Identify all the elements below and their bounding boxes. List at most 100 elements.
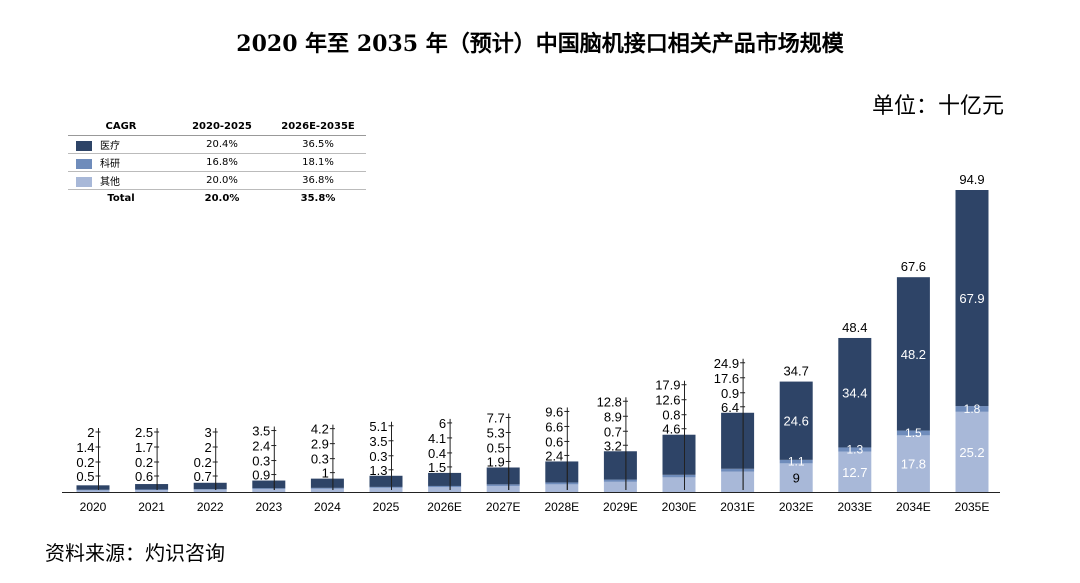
value-label-research: 0.3 xyxy=(311,452,329,467)
x-tick-label: 2023 xyxy=(255,500,282,514)
x-tick-label: 2032E xyxy=(779,500,814,514)
bar-other-2024 xyxy=(310,488,344,492)
bar-medical-2028E xyxy=(545,461,579,483)
bar-other-2026E xyxy=(428,487,462,492)
bar-other-2022 xyxy=(193,489,227,492)
x-tick-label: 2033E xyxy=(837,500,872,514)
value-label-medical: 2.4 xyxy=(252,439,270,454)
value-label-medical: 3.5 xyxy=(369,434,387,449)
total-label: 3.5 xyxy=(252,424,270,439)
bar-medical-2026E xyxy=(428,472,462,486)
total-label: 34.7 xyxy=(784,364,809,379)
cagr-research-v2: 18.1% xyxy=(270,153,366,172)
x-tick-label: 2034E xyxy=(896,500,931,514)
bar-research-2024 xyxy=(310,487,344,489)
total-label: 24.9 xyxy=(714,356,739,371)
cagr-medical-v1: 20.4% xyxy=(174,135,270,154)
cagr-row-medical: 医疗 xyxy=(68,135,174,154)
total-label: 67.6 xyxy=(901,259,926,274)
bar-other-2033E xyxy=(838,451,872,492)
x-tick-label: 2031E xyxy=(720,500,755,514)
cagr-header-period2: 2026E-2035E xyxy=(270,118,366,136)
value-label-research: 0.3 xyxy=(252,454,270,469)
value-label-research: 0.6 xyxy=(545,434,563,449)
value-label-other: 1 xyxy=(322,466,329,481)
bar-research-2023 xyxy=(252,488,286,490)
cagr-header-label: CAGR xyxy=(68,118,174,136)
bar-research-2026E xyxy=(428,485,462,488)
bar-other-2020 xyxy=(76,490,110,492)
bar-research-2030E xyxy=(662,474,696,478)
bar-research-2032E xyxy=(779,459,813,464)
x-tick-label: 2020 xyxy=(80,500,107,514)
value-label-medical: 2.9 xyxy=(311,437,329,452)
total-label: 9.6 xyxy=(545,404,563,419)
bar-medical-2032E xyxy=(779,381,813,460)
source-note: 资料来源：灼识咨询 xyxy=(45,541,225,565)
value-label-other: 0.9 xyxy=(252,468,270,483)
value-label-research: 0.2 xyxy=(76,455,94,470)
chart-title: 2020 年至 2035 年（预计）中国脑机接口相关产品市场规模 xyxy=(236,31,844,57)
bar-research-2021 xyxy=(135,489,169,491)
total-label: 5.1 xyxy=(369,419,387,434)
bar-medical-2024 xyxy=(310,478,344,488)
bar-other-2035E xyxy=(955,411,989,492)
bar-other-2034E xyxy=(896,435,930,492)
value-label-medical: 2 xyxy=(204,440,211,455)
value-label-other: 4.6 xyxy=(662,422,680,437)
x-tick-label: 2024 xyxy=(314,500,341,514)
value-label-other: 1.3 xyxy=(369,463,387,478)
total-label: 3 xyxy=(204,425,211,440)
bar-other-2025 xyxy=(369,487,403,492)
bar-other-2032E xyxy=(779,463,813,492)
cagr-other-v1: 20.0% xyxy=(174,171,270,190)
cagr-total-v1: 20.0% xyxy=(204,193,240,204)
value-label-other: 0.5 xyxy=(76,469,94,484)
value-label-medical: 5.3 xyxy=(487,425,505,440)
value-label-research: 1.8 xyxy=(964,402,981,416)
bar-other-2030E xyxy=(662,477,696,492)
total-label: 48.4 xyxy=(842,320,867,335)
x-tick-label: 2021 xyxy=(138,500,165,514)
bar-medical-2029E xyxy=(603,451,637,480)
legend-swatch-medical xyxy=(76,141,92,151)
cagr-medical-v2: 36.5% xyxy=(270,135,366,154)
bar-medical-2031E xyxy=(721,412,755,469)
bar-research-2028E xyxy=(545,482,579,485)
x-tick-label: 2029E xyxy=(603,500,638,514)
unit-label: 单位：十亿元 xyxy=(872,94,1005,119)
value-label-research: 0.5 xyxy=(487,440,505,455)
bar-research-2025 xyxy=(369,486,403,488)
value-label-research: 1.5 xyxy=(905,426,922,440)
bar-research-2022 xyxy=(193,489,227,490)
value-label-medical: 34.4 xyxy=(842,386,867,401)
bar-medical-2027E xyxy=(486,467,520,485)
value-label-medical: 8.9 xyxy=(604,409,622,424)
bar-medical-2035E xyxy=(955,190,989,407)
bar-medical-2021 xyxy=(135,484,169,490)
value-label-other: 2.4 xyxy=(545,448,563,463)
legend-swatch-other xyxy=(76,177,92,187)
cagr-row-research: 科研 xyxy=(68,153,174,172)
bar-other-2021 xyxy=(135,490,169,492)
value-label-research: 0.8 xyxy=(662,408,680,423)
cagr-total-label: Total xyxy=(107,193,135,204)
x-tick-label: 2035E xyxy=(955,500,990,514)
cagr-other-v2: 36.8% xyxy=(270,171,366,190)
value-label-other: 6.4 xyxy=(721,400,739,415)
value-label-other: 17.8 xyxy=(901,457,926,472)
x-tick-label: 2028E xyxy=(544,500,579,514)
cagr-label-other: 其他 xyxy=(100,177,120,188)
total-label: 2.5 xyxy=(135,425,153,440)
cagr-label-medical: 医疗 xyxy=(100,141,120,152)
total-label: 7.7 xyxy=(487,410,505,425)
value-label-medical: 4.1 xyxy=(428,431,446,446)
value-label-other: 0.7 xyxy=(194,469,212,484)
value-label-other: 0.6 xyxy=(135,469,153,484)
value-label-other: 1.5 xyxy=(428,460,446,475)
value-label-research: 0.7 xyxy=(604,424,622,439)
x-tick-label: 2026E xyxy=(427,500,462,514)
bar-research-2027E xyxy=(486,484,520,486)
value-label-research: 0.3 xyxy=(369,449,387,464)
